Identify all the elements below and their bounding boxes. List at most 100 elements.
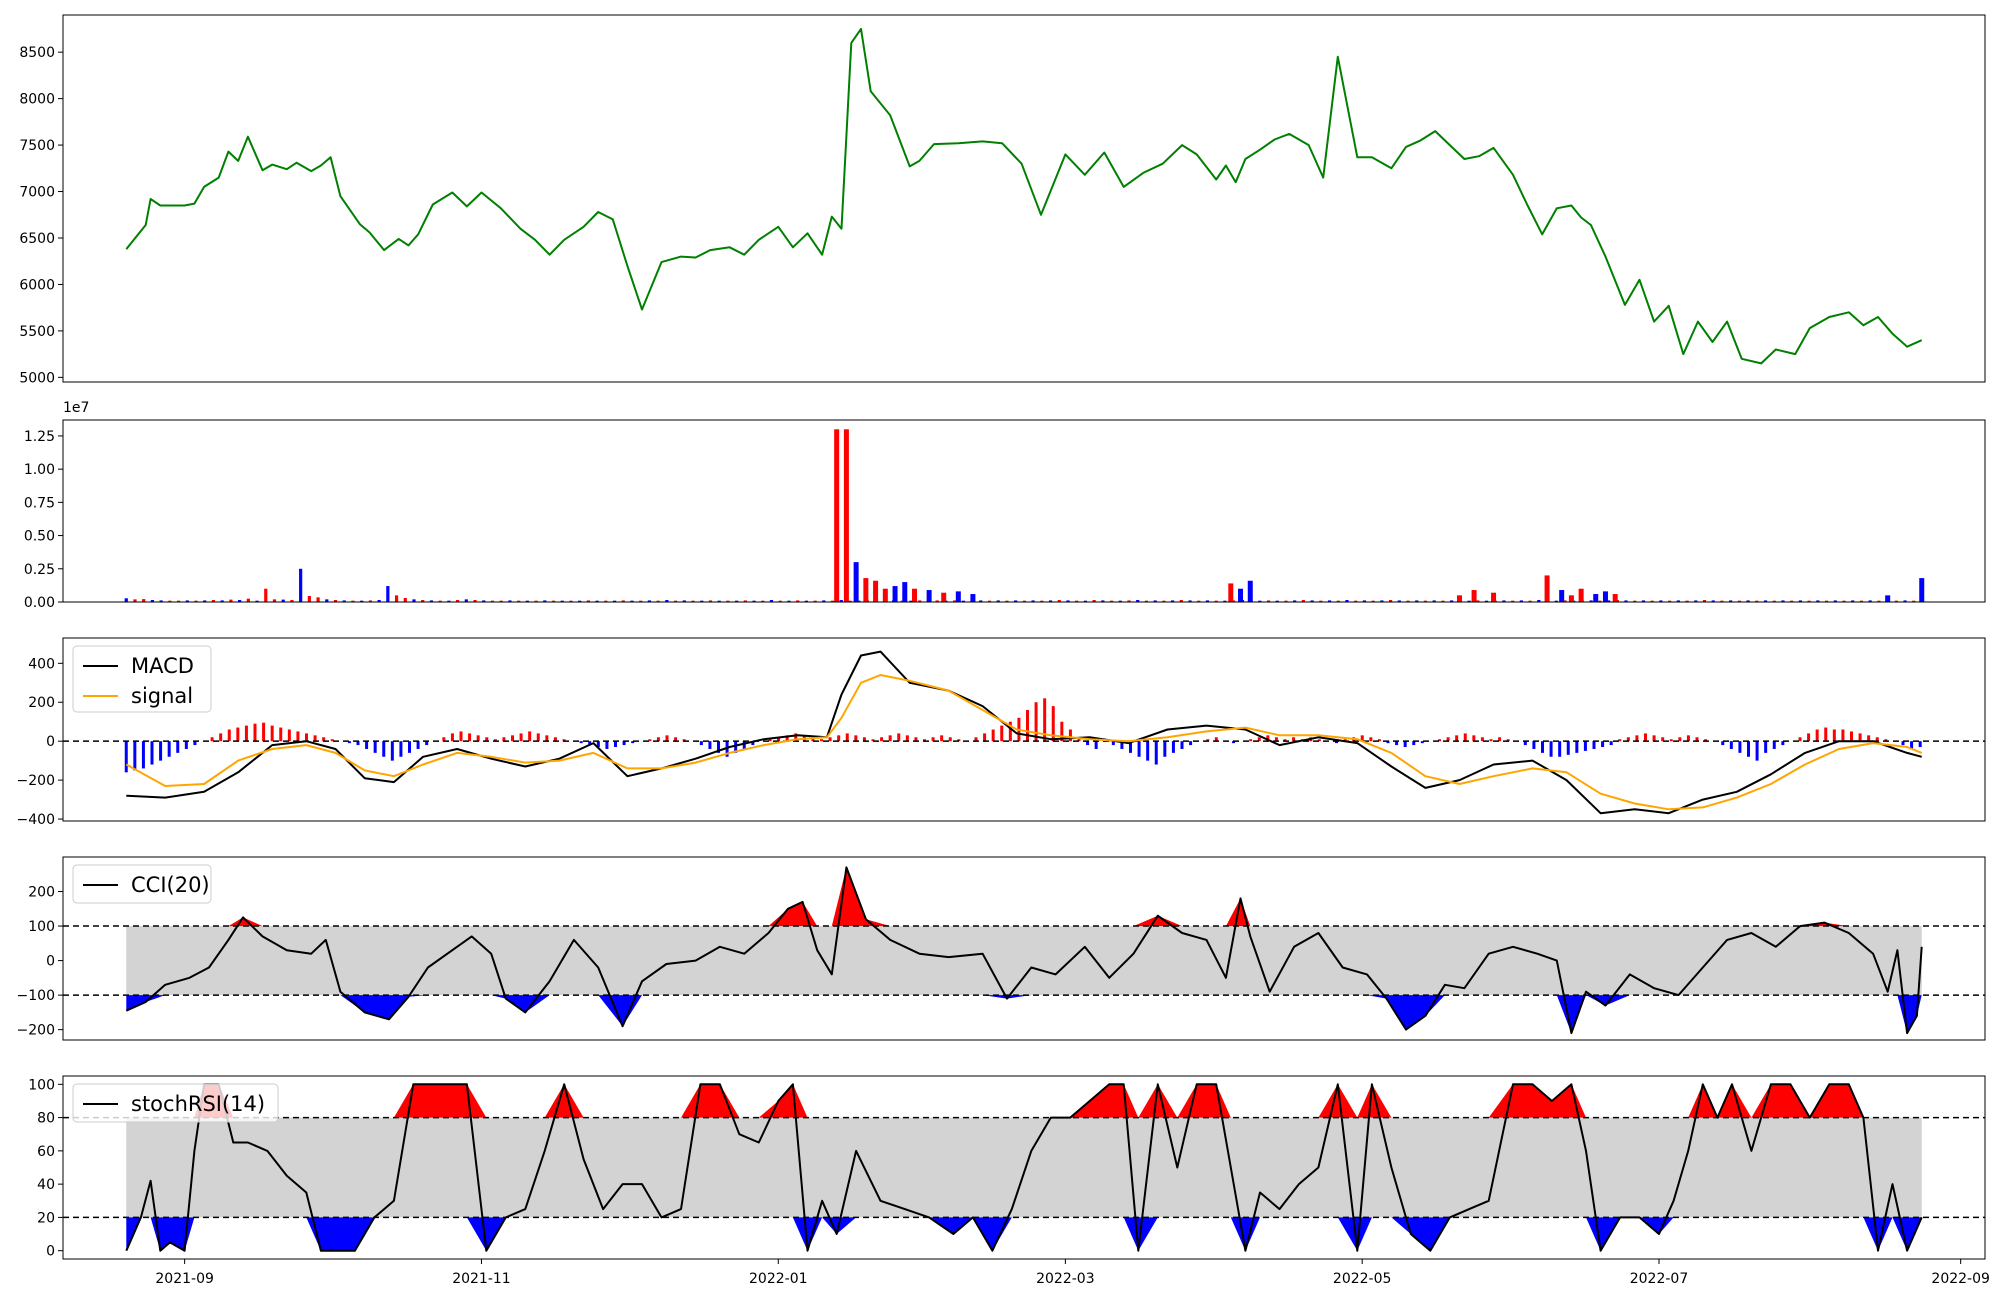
volume-bar bbox=[1040, 600, 1044, 602]
y-tick-label: 0 bbox=[46, 1244, 55, 1260]
macd-hist-bar bbox=[1910, 741, 1914, 749]
macd-hist-bar bbox=[777, 737, 781, 742]
macd-hist-bar bbox=[837, 735, 841, 742]
volume-bar bbox=[569, 600, 573, 602]
volume-bar bbox=[1544, 575, 1550, 602]
volume-bar bbox=[1737, 600, 1741, 602]
macd-hist-bar bbox=[1764, 741, 1768, 753]
volume-bar bbox=[1589, 600, 1593, 602]
volume-bar bbox=[1894, 600, 1898, 602]
macd-hist-bar bbox=[1343, 739, 1347, 742]
macd-hist-bar bbox=[399, 741, 403, 757]
volume-bar bbox=[185, 600, 189, 602]
macd-hist-bar bbox=[305, 733, 309, 742]
volume-bar bbox=[1415, 600, 1419, 602]
volume-bar bbox=[1144, 600, 1149, 602]
volume-bar bbox=[1578, 588, 1584, 602]
macd-hist-bar bbox=[1283, 739, 1287, 742]
volume-bar bbox=[473, 600, 477, 602]
volume-bar bbox=[394, 595, 399, 602]
volume-bar bbox=[455, 600, 460, 602]
panel-frame bbox=[62, 856, 1986, 1041]
volume-bar bbox=[691, 600, 695, 602]
volume-bar bbox=[1720, 600, 1724, 602]
volume-bar bbox=[1633, 600, 1637, 602]
volume-bar bbox=[822, 600, 826, 602]
volume-bar bbox=[1101, 600, 1105, 602]
macd-hist-bar bbox=[1472, 735, 1476, 742]
volume-bar bbox=[1807, 600, 1811, 602]
macd-hist-bar bbox=[193, 741, 197, 746]
volume-bar bbox=[1729, 600, 1733, 602]
macd-hist-bar bbox=[588, 741, 592, 746]
y-tick-label: 0 bbox=[46, 954, 55, 970]
volume-bar bbox=[299, 568, 303, 602]
volume-bar bbox=[892, 586, 898, 602]
scale-label: 1e7 bbox=[63, 400, 89, 416]
macd-hist-bar bbox=[1807, 733, 1811, 742]
macd-hist-bar bbox=[1695, 737, 1699, 742]
volume-bar bbox=[1685, 600, 1689, 602]
volume-bar bbox=[726, 600, 730, 602]
macd-hist-bar bbox=[768, 739, 772, 742]
volume-bar bbox=[1092, 600, 1096, 602]
y-tick-label: 0.75 bbox=[24, 495, 55, 511]
macd-hist-bar bbox=[1446, 737, 1450, 742]
macd-hist-bar bbox=[682, 739, 686, 742]
y-tick-label: 1.25 bbox=[24, 429, 55, 445]
macd-hist-bar bbox=[871, 739, 875, 742]
macd-hist-bar bbox=[1086, 741, 1090, 746]
volume-bar bbox=[1162, 600, 1166, 602]
neutral-band bbox=[126, 1117, 1922, 1218]
macd-hist-bar bbox=[1609, 741, 1613, 746]
volume-bar bbox=[863, 578, 869, 602]
macd-hist-bar bbox=[167, 741, 171, 757]
macd-hist-bar bbox=[1566, 741, 1570, 755]
volume-bar bbox=[843, 429, 849, 602]
volume-bar bbox=[1179, 600, 1183, 602]
volume-bar bbox=[150, 600, 155, 602]
macd-hist-bar bbox=[476, 735, 480, 742]
volume-bar bbox=[604, 600, 608, 602]
volume-bar bbox=[316, 597, 320, 602]
macd-hist-bar bbox=[931, 737, 935, 742]
volume-bar bbox=[953, 600, 957, 602]
volume-bar bbox=[1798, 600, 1803, 602]
volume-bar bbox=[1559, 590, 1565, 602]
volume-bar bbox=[290, 600, 294, 602]
panel-frame bbox=[62, 637, 1986, 822]
volume-bar bbox=[834, 429, 840, 602]
volume-bar bbox=[752, 600, 756, 602]
volume-bar bbox=[647, 600, 652, 602]
volume-bar bbox=[281, 599, 285, 602]
volume-bar bbox=[1702, 600, 1707, 602]
macd-hist-bar bbox=[1918, 741, 1922, 748]
macd-hist-bar bbox=[365, 741, 369, 749]
price-line bbox=[125, 27, 1923, 365]
volume-bar bbox=[961, 600, 965, 602]
stochrsi-panel: 0 20 40 60 80 100 stochRSI(14) bbox=[28, 1075, 1986, 1260]
macd-hist-bar bbox=[940, 735, 944, 742]
volume-bar bbox=[368, 600, 373, 602]
volume-bar bbox=[1228, 583, 1234, 602]
volume-bar bbox=[1171, 600, 1175, 602]
volume-bar bbox=[1528, 600, 1532, 602]
macd-hist-bar bbox=[322, 737, 326, 742]
macd-hist-bar bbox=[1094, 741, 1098, 749]
legend-box bbox=[72, 1083, 279, 1123]
macd-hist-bar bbox=[141, 741, 145, 769]
volume-panel: 0.00 0.25 0.50 0.75 1.00 1.25 1e7 bbox=[24, 400, 1986, 611]
macd-hist-bar bbox=[880, 737, 884, 742]
macd-hist-bar bbox=[1755, 741, 1759, 761]
macd-hist-bar bbox=[1163, 741, 1167, 757]
volume-bar bbox=[578, 600, 582, 602]
volume-bar bbox=[412, 599, 416, 602]
volume-bar bbox=[1214, 600, 1218, 602]
macd-hist-bar bbox=[1026, 710, 1030, 742]
volume-bar bbox=[1511, 600, 1515, 602]
macd-hist-bar bbox=[1120, 741, 1124, 749]
macd-hist-bar bbox=[1618, 739, 1622, 742]
macd-hist-bar bbox=[536, 733, 540, 742]
volume-bar bbox=[307, 596, 311, 602]
volume-bar bbox=[490, 600, 495, 602]
